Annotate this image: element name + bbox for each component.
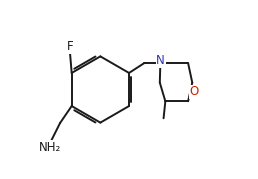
Text: NH₂: NH₂ <box>39 141 61 154</box>
Text: F: F <box>67 40 73 54</box>
Text: N: N <box>156 54 165 67</box>
Text: O: O <box>190 85 199 98</box>
